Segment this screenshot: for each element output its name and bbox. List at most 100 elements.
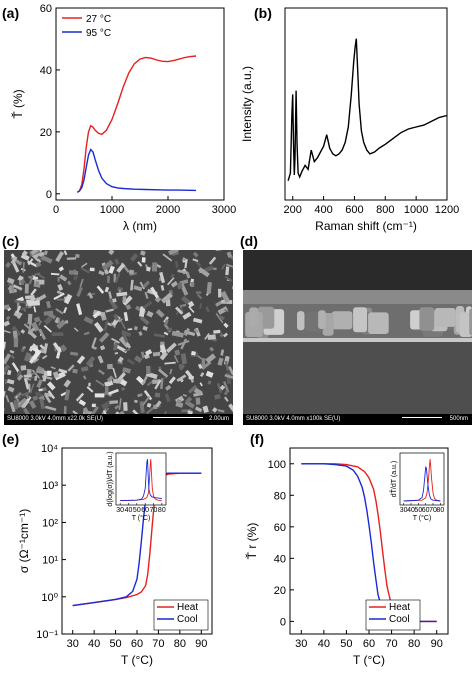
- sem-grain-c: [44, 394, 52, 404]
- sem-grain-c: [64, 389, 71, 401]
- sem-grain-c: [20, 253, 30, 261]
- sem-grain-c: [141, 375, 148, 385]
- sem-grain-c: [114, 258, 120, 265]
- sem-grain-c: [121, 332, 129, 343]
- sem-grain-d: [297, 311, 305, 331]
- y-tick-label-f: 100: [268, 459, 286, 471]
- sem-grain-c: [88, 382, 91, 387]
- sem-grain-c: [178, 363, 184, 370]
- sem-grain-c: [69, 351, 79, 356]
- sem-grain-c: [110, 322, 117, 329]
- sem-grain-c: [160, 285, 165, 291]
- sem-grain-c: [46, 311, 57, 320]
- sem-grain-c: [16, 395, 22, 400]
- x-tick-label-b: 400: [314, 204, 332, 216]
- sem-grain-c: [190, 281, 195, 288]
- sem-grain-c: [33, 282, 41, 288]
- sem-grain-c: [195, 291, 202, 294]
- sem-grain-c: [76, 286, 83, 297]
- sem-grain-c: [35, 391, 40, 400]
- x-tick-label-f: 50: [340, 638, 352, 650]
- sem-grain-c: [5, 261, 12, 269]
- x-tick-label-e: 40: [88, 638, 100, 650]
- sem-grain-d: [331, 311, 353, 330]
- sem-grain-c: [44, 392, 53, 398]
- sem-grain-c: [56, 298, 67, 301]
- sem-grain-c: [151, 262, 158, 272]
- sem-grain-c: [193, 317, 203, 324]
- sem-grain-c: [4, 364, 11, 374]
- sem-grain-c: [4, 320, 11, 327]
- sem-grain-c: [133, 285, 143, 292]
- sem-grain-c: [182, 257, 186, 262]
- sem-grain-c: [112, 342, 119, 351]
- x-tick-label-b: 200: [284, 204, 302, 216]
- inset-x-tick-label-f-inset: 30: [400, 507, 408, 514]
- sem-grain-c: [4, 353, 12, 365]
- sem-grain-c: [138, 306, 146, 318]
- sem-grain-c: [155, 309, 165, 318]
- sem-grain-c: [114, 404, 120, 410]
- sem-grain-c: [223, 390, 229, 396]
- sem-grain-c: [221, 263, 226, 270]
- x-tick-label-a: 0: [53, 204, 59, 216]
- sem-grain-c: [4, 390, 6, 403]
- sem-grain-c: [69, 269, 77, 276]
- sem-grain-c: [98, 270, 105, 276]
- sem-grain-c: [196, 293, 203, 300]
- f-inset-series-cool-1: [403, 466, 441, 502]
- sem-grain-c: [38, 274, 45, 279]
- sem-grain-c: [169, 368, 173, 375]
- sem-grain-c: [170, 280, 179, 288]
- sem-grain-c: [139, 315, 150, 326]
- sem-grain-c: [176, 282, 183, 290]
- sem-grain-c: [98, 369, 105, 375]
- sem-grain-c: [118, 318, 123, 323]
- sem-grain-c: [10, 253, 16, 258]
- sem-grain-c: [182, 311, 192, 320]
- sem-grain-c: [36, 366, 43, 372]
- y-tick-label-a: 60: [40, 3, 52, 15]
- sem-grain-c: [154, 379, 162, 390]
- sem-caption-bar-d: SU8000 3.0kV 4.0mm x100k SE(U) 500nm: [243, 414, 472, 425]
- sem-grain-c: [6, 378, 15, 385]
- sem-grain-c: [38, 328, 47, 340]
- x-tick-label-e: 70: [152, 638, 164, 650]
- sem-grain-c: [195, 397, 201, 405]
- f-inset-series-heat-0: [403, 459, 441, 502]
- sem-grain-c: [31, 369, 40, 379]
- sem-grain-c: [142, 300, 153, 309]
- sem-grain-c: [176, 374, 187, 382]
- sem-grain-c: [183, 327, 191, 337]
- sem-grain-c: [216, 382, 223, 394]
- sem-grain-c: [114, 352, 119, 355]
- sem-grain-c: [111, 337, 120, 344]
- sem-grain-c: [9, 401, 16, 413]
- sem-grain-c: [21, 400, 30, 409]
- sem-grain-c: [224, 396, 229, 402]
- sem-grain-c: [5, 315, 11, 321]
- sem-grain-c: [43, 316, 53, 325]
- sem-grain-d: [459, 312, 472, 337]
- sem-grain-c: [170, 273, 175, 279]
- sem-grain-c: [38, 388, 43, 392]
- sem-grain-c: [75, 392, 85, 402]
- sem-grain-c: [34, 280, 40, 286]
- sem-grain-c: [16, 397, 28, 408]
- sem-grain-c: [201, 358, 206, 369]
- sem-grain-c: [28, 357, 35, 364]
- y-tick-label-f: 0: [280, 616, 286, 628]
- sem-grain-c: [143, 390, 153, 401]
- sem-grain-c: [121, 329, 132, 338]
- sem-grain-c: [174, 349, 181, 356]
- sem-grain-c: [63, 406, 67, 414]
- sem-grain-c: [29, 383, 35, 393]
- sem-grain-c: [72, 368, 78, 374]
- x-tick-label-b: 1200: [435, 204, 459, 216]
- sem-grain-c: [51, 332, 64, 336]
- sem-caption-d: SU8000 3.0kV 4.0mm x100k SE(U): [246, 416, 341, 422]
- sem-grain-c: [154, 296, 162, 303]
- sem-grain-c: [16, 374, 24, 381]
- sem-grain-c: [73, 327, 79, 332]
- y-tick-label-e: 10³: [42, 480, 58, 492]
